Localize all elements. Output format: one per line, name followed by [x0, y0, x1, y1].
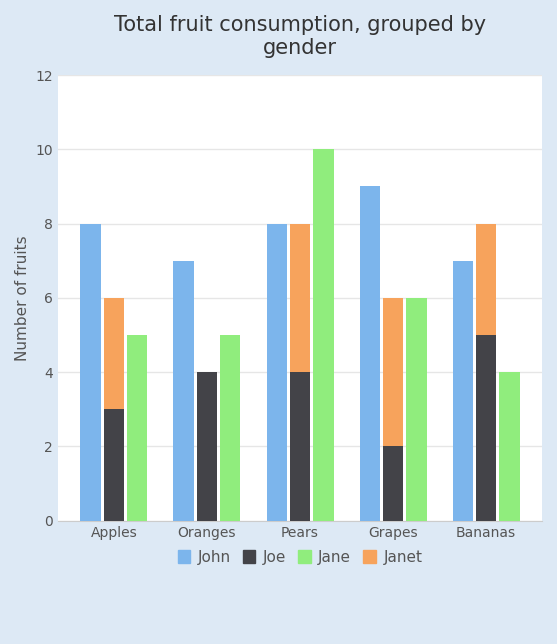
Y-axis label: Number of fruits: Number of fruits — [15, 235, 30, 361]
Bar — [290, 223, 310, 372]
Bar — [220, 335, 241, 520]
Bar — [80, 223, 101, 520]
Bar — [313, 149, 334, 520]
Bar — [127, 335, 148, 520]
Bar — [499, 372, 520, 520]
Bar — [406, 298, 427, 520]
Bar — [383, 298, 403, 446]
Bar — [476, 335, 496, 520]
Legend: John, Joe, Jane, Janet: John, Joe, Jane, Janet — [172, 544, 428, 571]
Bar — [360, 187, 380, 520]
Bar — [104, 298, 124, 409]
Bar — [173, 261, 194, 520]
Bar — [266, 223, 287, 520]
Bar — [383, 446, 403, 520]
Bar — [104, 409, 124, 520]
Title: Total fruit consumption, grouped by
gender: Total fruit consumption, grouped by gend… — [114, 15, 486, 58]
Bar — [197, 372, 217, 520]
Bar — [290, 372, 310, 520]
Bar — [453, 261, 473, 520]
Bar — [476, 223, 496, 335]
